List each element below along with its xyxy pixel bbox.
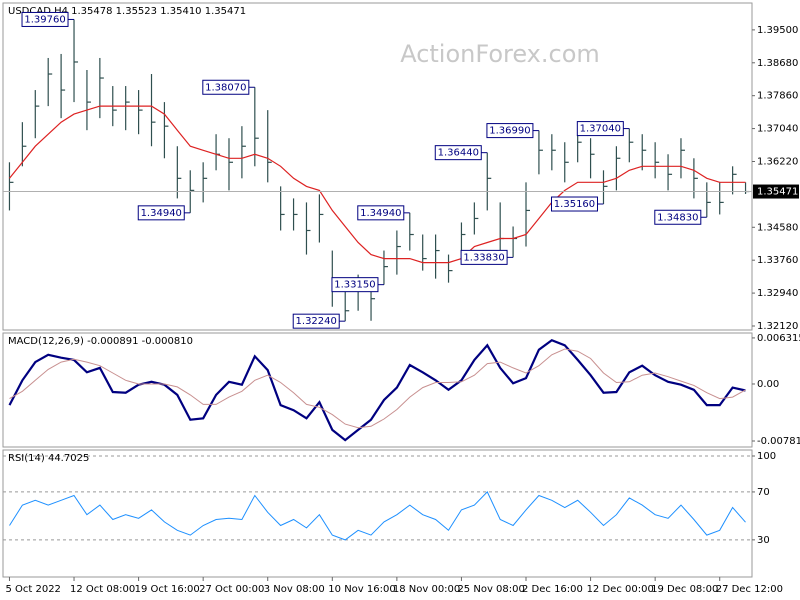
x-tick-label: 12 Dec 00:00 [587, 584, 654, 595]
label-box [357, 205, 405, 221]
price-label: 1.39760 [24, 14, 65, 25]
label-box [576, 121, 624, 137]
x-tick-label: 10 Nov 16:00 [328, 584, 395, 595]
price-label: 1.36990 [489, 126, 530, 137]
series-line [9, 491, 746, 541]
y-tick-label: 0.00 [757, 379, 779, 390]
watermark: ActionForex.com [400, 40, 600, 68]
panel-title: RSI(14) 44.7025 [8, 453, 89, 464]
x-tick-label: 19 Oct 16:00 [135, 584, 200, 595]
current-price-label: 1.35471 [757, 187, 798, 198]
price-label: 1.35160 [554, 199, 595, 210]
panel [2, 449, 753, 578]
y-tick-label: -0.007818 [757, 436, 800, 447]
panel-title: MACD(12,26,9) -0.000891 -0.000810 [8, 336, 193, 347]
price-label: 1.37040 [580, 124, 621, 135]
x-tick-label: 2 Dec 16:00 [522, 584, 583, 595]
y-tick-label: 1.37860 [757, 91, 798, 102]
y-tick-label: 70 [757, 487, 770, 498]
y-tick-label: 1.38680 [757, 58, 798, 69]
y-tick-label: 1.33760 [757, 255, 798, 266]
moving-average [9, 105, 746, 264]
panel [2, 2, 753, 331]
x-tick-label: 27 Dec 12:00 [716, 584, 783, 595]
price-label: 1.33830 [463, 252, 504, 263]
x-tick-label: 12 Oct 08:00 [70, 584, 135, 595]
y-tick-label: 0.006315 [757, 333, 800, 344]
y-tick-label: 1.37040 [757, 124, 798, 135]
label-box [486, 123, 534, 139]
price-label: 1.33150 [334, 280, 375, 291]
current-price-box [753, 184, 799, 199]
x-tick-label: 25 Nov 08:00 [457, 584, 524, 595]
y-tick-label: 100 [757, 451, 776, 462]
x-tick-label: 19 Dec 08:00 [651, 584, 718, 595]
price-label: 1.34830 [657, 212, 698, 223]
label-box [460, 249, 508, 265]
y-tick-label: 1.39500 [757, 25, 798, 36]
price-label: 1.34940 [141, 208, 182, 219]
y-tick-label: 1.36220 [757, 156, 798, 167]
series-line [9, 348, 746, 429]
x-tick-label: 3 Nov 08:00 [264, 584, 325, 595]
y-tick-label: 1.32120 [757, 321, 798, 332]
panel-title: USDCAD,H4 1.35478 1.35523 1.35410 1.3547… [8, 6, 246, 17]
price-label: 1.36440 [438, 148, 479, 159]
label-box [434, 145, 482, 161]
x-tick-label: 18 Nov 00:00 [393, 584, 460, 595]
x-tick-label: 27 Oct 00:00 [199, 584, 264, 595]
y-tick-label: 30 [757, 535, 770, 546]
panel [2, 332, 753, 448]
label-box [550, 196, 598, 212]
x-tick-label: 5 Oct 2022 [5, 584, 60, 595]
label-box [21, 11, 69, 27]
label-box [331, 277, 379, 293]
label-box [292, 313, 340, 329]
label-box [654, 209, 702, 225]
price-label: 1.34940 [360, 208, 401, 219]
y-tick-label: 1.32940 [757, 288, 798, 299]
price-label: 1.38070 [205, 82, 246, 93]
label-box [137, 205, 185, 221]
label-box [202, 79, 250, 95]
y-tick-label: 1.34580 [757, 222, 798, 233]
price-label: 1.32240 [296, 316, 337, 327]
